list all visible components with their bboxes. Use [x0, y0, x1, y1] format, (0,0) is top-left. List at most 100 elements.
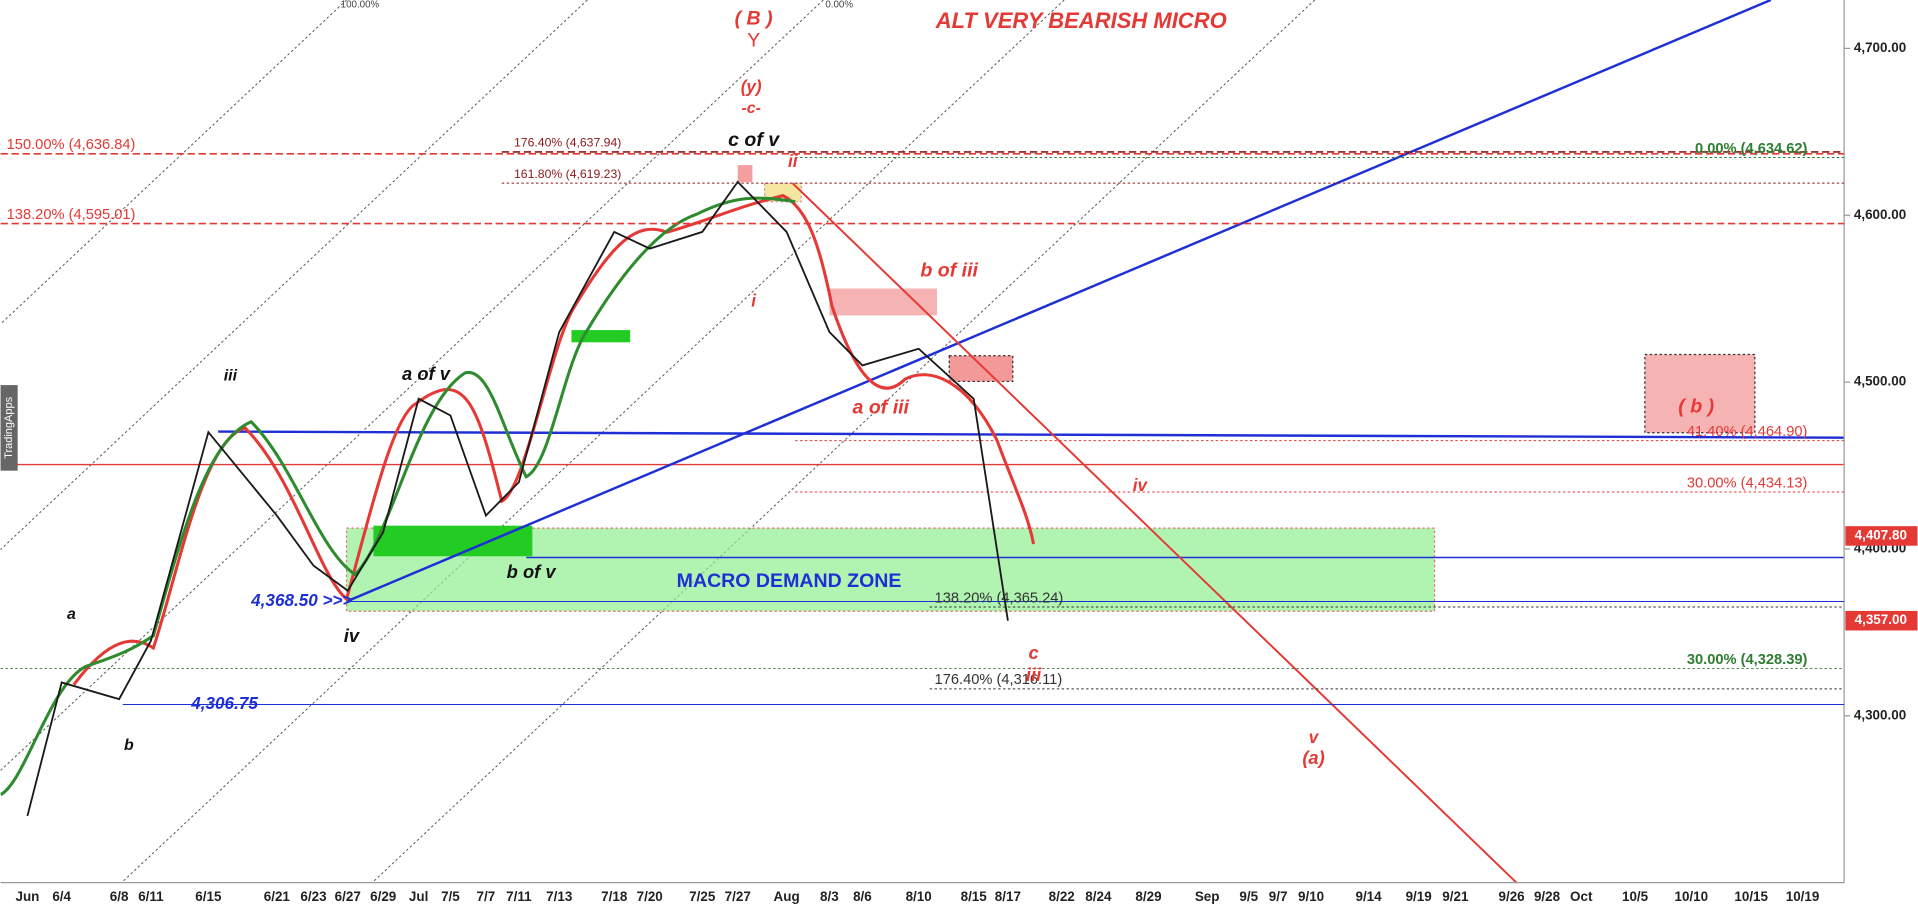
y-tick-label: 4,700.00 — [1854, 40, 1906, 55]
level-label: 138.20% (4,365.24) — [935, 590, 1064, 606]
trend-line — [346, 0, 1772, 603]
price-tag — [1845, 610, 1918, 631]
level-label: 30.00% (4,328.39) — [1687, 652, 1808, 668]
channel-line — [371, 0, 1316, 883]
smooth-line — [0, 196, 796, 797]
x-tick-label: 9/21 — [1442, 889, 1469, 904]
x-tick-label: 7/20 — [637, 889, 663, 904]
x-tick-label: 7/5 — [441, 889, 460, 904]
annotation: a of v — [402, 363, 452, 384]
x-tick-label: 8/15 — [961, 889, 988, 904]
chart-title: ALT VERY BEARISH MICRO — [935, 8, 1227, 33]
x-tick-label: Aug — [774, 889, 800, 904]
annotation: -c- — [741, 100, 760, 117]
x-tick-label: Jun — [15, 889, 39, 904]
x-tick-label: 9/19 — [1406, 889, 1432, 904]
x-tick-label: 7/7 — [477, 889, 496, 904]
x-tick-label: 8/3 — [820, 889, 839, 904]
annotation: b — [124, 737, 134, 754]
level-line — [218, 430, 1845, 439]
x-tick-label: 10/19 — [1786, 889, 1820, 904]
x-tick-label: 8/10 — [906, 889, 932, 904]
annotation: b of v — [507, 561, 558, 582]
x-tick-label: 6/4 — [52, 889, 71, 904]
y-tick-label: 4,600.00 — [1854, 207, 1906, 222]
zone — [829, 288, 937, 316]
level-label: 150.00% (4,636.84) — [7, 137, 136, 153]
price-line — [26, 180, 1009, 817]
price-tag-label: 4,357.00 — [1855, 612, 1907, 627]
level-label: 30.00% (4,434.13) — [1687, 475, 1808, 491]
x-tick-label: 10/15 — [1734, 889, 1768, 904]
x-tick-label: 8/29 — [1135, 889, 1161, 904]
x-tick-label: 6/21 — [264, 889, 291, 904]
annotation: 0.00% — [825, 0, 853, 10]
annotation: i — [751, 291, 757, 310]
level-label: 138.20% (4,595.01) — [7, 207, 136, 223]
zone — [948, 355, 1014, 383]
annotation: TradingApps — [3, 396, 15, 458]
smooth-line — [72, 193, 1036, 686]
annotation: a of iii — [853, 396, 910, 418]
x-tick-label: 6/27 — [335, 889, 361, 904]
price-tag — [1845, 526, 1918, 546]
annotation: ( B ) — [735, 8, 773, 30]
x-tick-label: Sep — [1195, 889, 1220, 904]
zone — [373, 525, 533, 557]
x-tick-label: 7/11 — [506, 889, 532, 904]
x-tick-label: 9/26 — [1499, 889, 1525, 904]
y-tick-label: 4,500.00 — [1854, 374, 1906, 389]
annotation: (y) — [741, 78, 762, 97]
y-tick-label: 4,300.00 — [1854, 707, 1906, 722]
annotation: c of v — [728, 129, 780, 151]
plot-layer — [0, 151, 1845, 817]
x-tick-label: 8/6 — [853, 889, 872, 904]
x-tick-label: 6/23 — [300, 889, 326, 904]
annotation: c — [1028, 642, 1038, 663]
channel-line — [0, 0, 588, 551]
channel-line — [0, 0, 347, 325]
annotation: v — [1309, 728, 1320, 747]
x-tick-label: 6/11 — [138, 889, 164, 904]
level-label: 4,306.75 — [190, 694, 258, 713]
x-tick-label: 7/18 — [601, 889, 628, 904]
x-tick-label: 7/25 — [689, 889, 716, 904]
channel-line — [121, 0, 1065, 883]
x-tick-label: 6/8 — [110, 889, 129, 904]
x-tick-label: 6/29 — [370, 889, 396, 904]
trend-line — [792, 182, 1518, 883]
x-tick-label: 9/14 — [1355, 889, 1382, 904]
x-tick-label: 7/27 — [725, 889, 751, 904]
level-label: 176.40% (4,316.11) — [935, 672, 1063, 688]
price-tag-label: 4,407.80 — [1855, 527, 1907, 542]
x-tick-label: Jul — [409, 889, 428, 904]
x-tick-label: 8/17 — [995, 889, 1021, 904]
x-tick-label: 7/13 — [546, 889, 572, 904]
level-label: 161.80% (4,619.23) — [514, 167, 621, 181]
annotation: (a) — [1302, 747, 1324, 768]
level-label: 176.40% (4,637.94) — [514, 136, 621, 150]
annotation: MACRO DEMAND ZONE — [677, 570, 902, 592]
x-tick-label: 9/10 — [1298, 889, 1324, 904]
zone — [1644, 353, 1756, 434]
x-tick-label: 8/24 — [1085, 889, 1112, 904]
x-tick-label: Oct — [1570, 889, 1593, 904]
annotation: iii — [1026, 664, 1042, 685]
annotation: iii — [224, 368, 238, 385]
annotation: iv — [344, 625, 361, 646]
annotation: ii — [788, 152, 799, 171]
level-label: 4,368.50 >>> — [250, 591, 352, 610]
level-label: 0.00% (4,634.62) — [1695, 141, 1808, 157]
x-tick-label: 9/28 — [1534, 889, 1561, 904]
x-tick-label: 9/5 — [1239, 889, 1258, 904]
annotation: b of iii — [920, 260, 978, 282]
x-tick-label: 8/22 — [1049, 889, 1075, 904]
annotation: a — [67, 606, 76, 623]
level-label: 41.40% (4,464.90) — [1687, 424, 1808, 440]
zone — [737, 165, 753, 183]
x-tick-label: 10/5 — [1622, 889, 1649, 904]
x-tick-label: 10/10 — [1674, 889, 1708, 904]
